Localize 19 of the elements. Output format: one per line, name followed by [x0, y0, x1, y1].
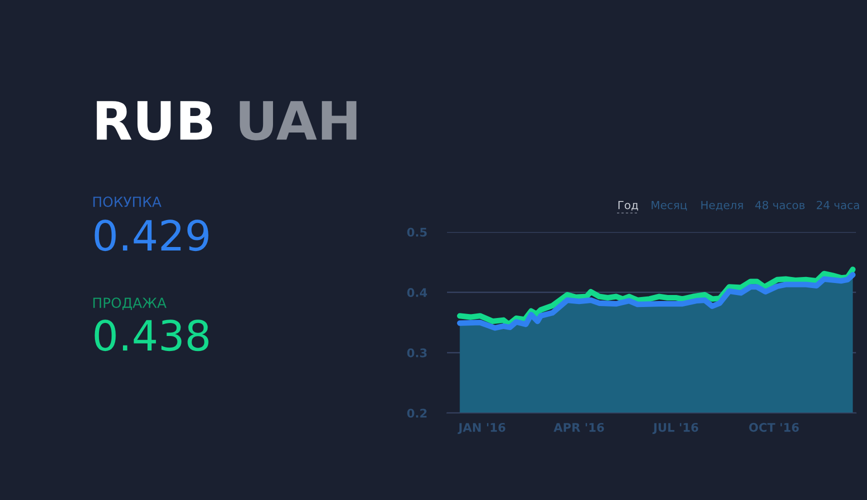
- x-tick-label: APR '16: [554, 422, 604, 432]
- y-tick-label: 0.2: [407, 408, 427, 418]
- text: 0.429: [94, 220, 208, 252]
- text: UAH: [240, 101, 356, 140]
- text: ПРОДАЖА: [93, 298, 166, 310]
- text: 24 часа: [816, 200, 859, 210]
- text: Год: [618, 200, 638, 211]
- y-tick-label: 0.4: [407, 288, 428, 297]
- text: ПОКУПКА: [93, 196, 162, 208]
- x-tick-label: JAN '16: [458, 422, 506, 434]
- text: Месяц: [652, 200, 687, 211]
- text: Неделя: [701, 200, 743, 211]
- text: RUB: [96, 101, 212, 140]
- y-tick-label: 0.5: [407, 228, 427, 237]
- text: 48 часов: [755, 200, 805, 210]
- y-tick-label: 0.3: [407, 348, 427, 358]
- x-tick-label: OCT '16: [749, 422, 799, 432]
- x-tick-label: JUL '16: [652, 422, 698, 434]
- text: 0.438: [94, 320, 208, 352]
